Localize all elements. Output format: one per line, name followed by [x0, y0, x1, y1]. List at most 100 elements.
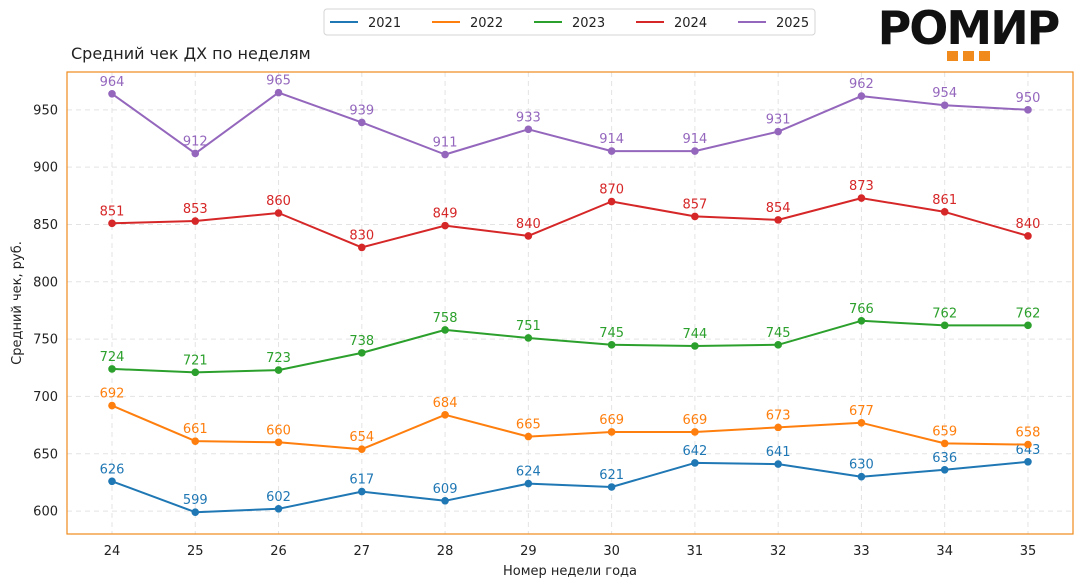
data-point — [274, 209, 283, 217]
x-tick-label: 35 — [1020, 544, 1037, 559]
y-tick-label: 700 — [33, 390, 58, 405]
data-point — [441, 410, 449, 419]
chart-title: Средний чек ДХ по неделям — [71, 44, 311, 63]
data-point — [1024, 321, 1032, 330]
data-point — [940, 439, 949, 448]
data-point — [274, 366, 283, 374]
data-label: 744 — [682, 327, 707, 342]
y-tick-label: 950 — [33, 103, 58, 118]
data-point — [1024, 457, 1032, 466]
data-label: 954 — [932, 86, 957, 101]
series-2025: 964 912 965 939 911 933 914 914 931 962 954 950 — [100, 74, 1041, 159]
data-label: 617 — [349, 473, 374, 488]
data-point — [191, 217, 200, 225]
data-label: 758 — [433, 311, 458, 326]
legend-box — [323, 8, 816, 36]
data-point — [607, 197, 616, 206]
x-tick-label: 27 — [354, 544, 371, 559]
data-label: 851 — [100, 204, 125, 219]
data-label: 745 — [766, 326, 791, 341]
data-point — [691, 428, 699, 436]
data-point — [524, 479, 533, 488]
y-axis-title: Средний чек, руб. — [10, 241, 25, 365]
data-point — [441, 150, 449, 159]
series-2023: 724 721 723 738 758 751 745 744 745 766 762 762 — [100, 302, 1040, 377]
data-point — [607, 147, 616, 155]
data-point — [108, 401, 116, 410]
data-point — [358, 445, 366, 453]
data-label: 854 — [766, 201, 791, 216]
data-point — [774, 127, 782, 136]
data-label: 599 — [183, 493, 208, 508]
data-point — [691, 459, 699, 467]
data-label: 692 — [100, 387, 125, 402]
data-label: 965 — [266, 74, 291, 89]
series-2021: 626 599 602 617 609 624 621 642 641 630 636 643 — [100, 443, 1041, 517]
legend-label-2022: 2022 — [470, 16, 503, 31]
data-point — [524, 232, 533, 240]
x-tick-label: 34 — [936, 544, 953, 559]
data-label: 643 — [1016, 443, 1041, 458]
legend: 2021 2022 2023 2024 2025 — [323, 8, 816, 36]
x-tick-label: 31 — [687, 544, 704, 559]
data-label: 624 — [516, 465, 541, 480]
data-label: 660 — [266, 423, 291, 438]
data-point — [524, 125, 533, 134]
data-label: 762 — [932, 306, 957, 321]
data-label: 626 — [100, 462, 125, 477]
series-line-2022 — [111, 404, 1029, 451]
data-label: 636 — [932, 451, 957, 466]
data-point — [358, 243, 366, 252]
data-point — [857, 194, 866, 202]
data-point — [1024, 440, 1032, 449]
data-label: 950 — [1016, 91, 1041, 106]
data-point — [607, 483, 616, 491]
data-label: 751 — [516, 319, 541, 334]
logo-square-2 — [963, 51, 974, 61]
legend-label-2024: 2024 — [674, 16, 707, 31]
axis-ticks: 600 650 700 750 800 850 900 950 24 25 26 27 28 29 30 31… — [33, 103, 1036, 559]
series-line-2021 — [111, 460, 1029, 514]
data-point — [524, 432, 533, 441]
data-label: 766 — [849, 302, 874, 317]
data-point — [358, 487, 366, 496]
data-point — [274, 438, 283, 447]
data-point — [1024, 232, 1032, 240]
series-line-2023 — [111, 319, 1028, 374]
data-point — [774, 460, 782, 468]
data-label: 962 — [849, 77, 874, 92]
data-label: 857 — [682, 197, 707, 212]
data-point — [108, 89, 116, 98]
series-2022: 692 661 660 654 684 665 669 669 673 677 659 658 — [100, 387, 1041, 453]
data-point — [274, 504, 283, 513]
data-label: 931 — [766, 113, 791, 128]
data-label: 914 — [682, 132, 707, 147]
data-label: 654 — [349, 430, 374, 445]
data-label: 912 — [183, 134, 208, 149]
data-point — [358, 118, 366, 127]
data-label: 964 — [100, 75, 125, 90]
data-point — [774, 216, 782, 224]
x-axis-title: Номер недели года — [503, 564, 637, 579]
data-point — [857, 472, 866, 481]
y-tick-label: 650 — [33, 447, 58, 462]
legend-label-2025: 2025 — [776, 16, 809, 31]
data-point — [607, 428, 616, 436]
data-point — [191, 508, 200, 517]
data-label: 860 — [266, 194, 291, 209]
data-label: 849 — [433, 207, 458, 222]
data-label: 723 — [266, 351, 291, 366]
data-label: 911 — [433, 136, 458, 151]
data-label: 658 — [1016, 426, 1041, 441]
data-point — [691, 147, 699, 155]
data-point — [940, 321, 949, 330]
data-point — [441, 496, 449, 505]
data-point — [691, 342, 699, 350]
data-point — [108, 219, 116, 228]
series-line-2025 — [111, 91, 1029, 156]
data-point — [191, 149, 200, 158]
data-label: 665 — [516, 418, 541, 433]
logo-square-1 — [947, 51, 958, 61]
